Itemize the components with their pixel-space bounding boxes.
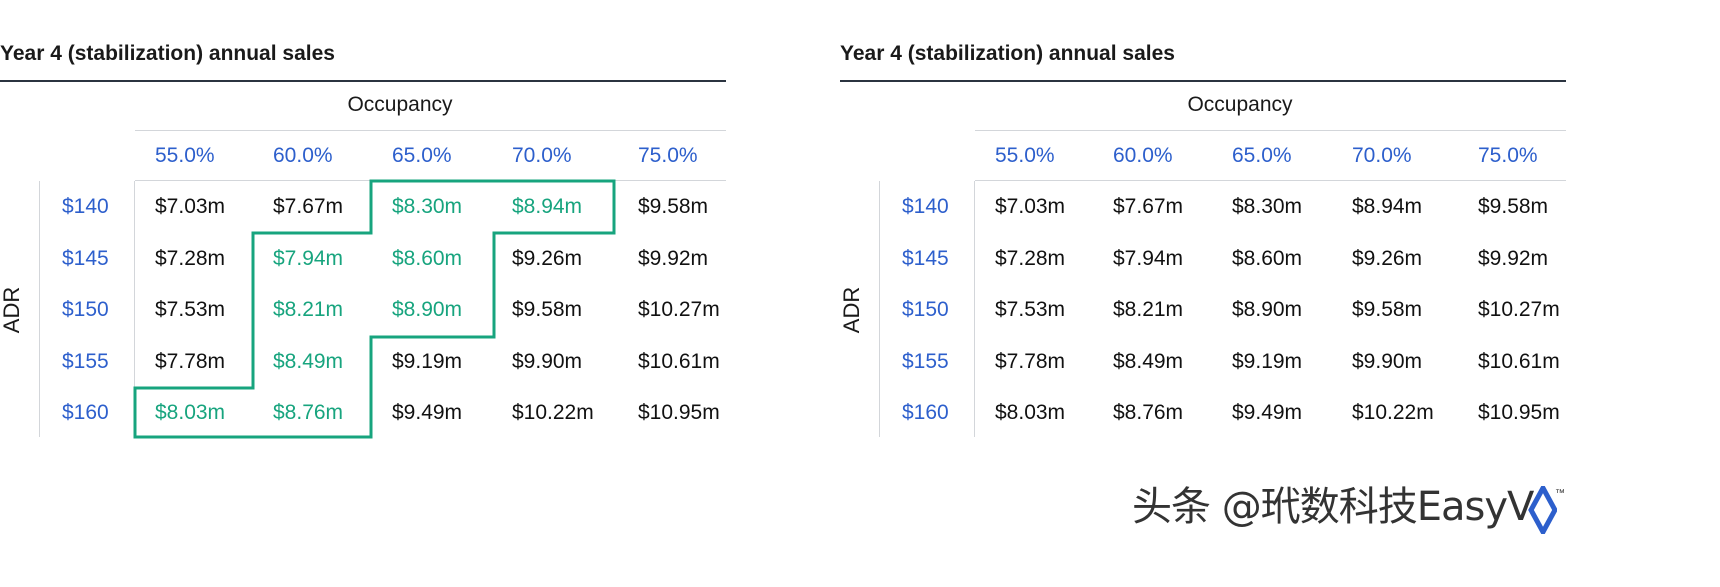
cell-area-rule <box>974 181 975 437</box>
title-rule <box>840 80 1566 82</box>
row-header-3: $155 <box>62 350 109 373</box>
row-header-3: $155 <box>902 350 949 373</box>
table-title: Year 4 (stabilization) annual sales <box>840 42 1175 65</box>
row-group-label: ADR <box>839 286 864 334</box>
title-rule <box>0 80 726 82</box>
left-table-panel: Year 4 (stabilization) annual sales Occu… <box>0 0 760 470</box>
table-cell: $8.49m <box>1113 350 1184 373</box>
table-cell: $8.60m <box>1232 247 1303 270</box>
column-header-1: 60.0% <box>273 144 333 167</box>
header-rule <box>975 180 1566 181</box>
table-cell: $8.76m <box>273 401 344 424</box>
table-cell: $8.94m <box>512 195 583 218</box>
table-cell: $9.49m <box>1232 401 1303 424</box>
table-cell: $9.19m <box>392 350 463 373</box>
right-table-panel: Year 4 (stabilization) annual sales Occu… <box>839 0 1600 470</box>
table-cell: $8.60m <box>392 247 463 270</box>
table-cell: $8.30m <box>1232 195 1303 218</box>
column-group-label: Occupancy <box>1187 93 1293 116</box>
row-header-2: $150 <box>902 298 949 321</box>
table-title: Year 4 (stabilization) annual sales <box>0 42 335 65</box>
cell-area-rule <box>134 181 135 437</box>
column-header-0: 55.0% <box>995 144 1055 167</box>
table-cell: $7.03m <box>155 195 226 218</box>
table-cell: $7.67m <box>273 195 344 218</box>
table-cell: $10.27m <box>1478 298 1560 321</box>
table-cell: $9.58m <box>1478 195 1549 218</box>
table-cell: $10.22m <box>1352 401 1434 424</box>
row-header-rule <box>879 181 880 437</box>
column-group-label: Occupancy <box>347 93 453 116</box>
toptal-diamond-icon <box>1528 486 1557 534</box>
row-header-0: $140 <box>62 195 109 218</box>
trademark-symbol: ™ <box>1555 488 1565 499</box>
table-cell: $7.94m <box>1113 247 1184 270</box>
column-header-2: 65.0% <box>1232 144 1292 167</box>
table-cell: $8.49m <box>273 350 344 373</box>
table-cell: $8.76m <box>1113 401 1184 424</box>
row-header-4: $160 <box>62 401 109 424</box>
table-cell: $8.21m <box>1113 298 1184 321</box>
column-header-3: 70.0% <box>512 144 572 167</box>
highlight-path <box>133 179 616 439</box>
table-cell: $8.90m <box>1232 298 1303 321</box>
table-cell: $9.58m <box>512 298 583 321</box>
table-cell: $7.28m <box>995 247 1066 270</box>
table-cell: $7.94m <box>273 247 344 270</box>
table-cell: $9.26m <box>512 247 583 270</box>
watermark-text: 头条 @玳数科技EasyV <box>1132 484 1534 530</box>
table-cell: $10.95m <box>1478 401 1560 424</box>
column-header-4: 75.0% <box>638 144 698 167</box>
table-cell: $10.27m <box>638 298 720 321</box>
table-cell: $9.92m <box>638 247 709 270</box>
row-header-rule <box>39 181 40 437</box>
column-header-3: 70.0% <box>1352 144 1412 167</box>
table-cell: $9.26m <box>1352 247 1423 270</box>
table-cell: $9.58m <box>1352 298 1423 321</box>
table-cell: $9.58m <box>638 195 709 218</box>
column-header-1: 60.0% <box>1113 144 1173 167</box>
row-header-4: $160 <box>902 401 949 424</box>
table-cell: $7.28m <box>155 247 226 270</box>
table-cell: $7.53m <box>995 298 1066 321</box>
table-cell: $10.95m <box>638 401 720 424</box>
row-header-2: $150 <box>62 298 109 321</box>
table-cell: $7.67m <box>1113 195 1184 218</box>
column-header-0: 55.0% <box>155 144 215 167</box>
table-cell: $9.49m <box>392 401 463 424</box>
table-cell: $9.19m <box>1232 350 1303 373</box>
highlight-region-outline <box>133 179 616 439</box>
table-cell: $10.22m <box>512 401 594 424</box>
table-cell: $8.03m <box>995 401 1066 424</box>
table-cell: $9.90m <box>1352 350 1423 373</box>
table-cell: $7.78m <box>155 350 226 373</box>
table-cell: $7.03m <box>995 195 1066 218</box>
column-group-rule <box>135 130 726 131</box>
table-cell: $10.61m <box>638 350 720 373</box>
row-header-1: $145 <box>62 247 109 270</box>
column-header-2: 65.0% <box>392 144 452 167</box>
table-cell: $8.21m <box>273 298 344 321</box>
column-group-rule <box>975 130 1566 131</box>
row-header-0: $140 <box>902 195 949 218</box>
table-cell: $9.90m <box>512 350 583 373</box>
table-cell: $8.94m <box>1352 195 1423 218</box>
table-cell: $8.90m <box>392 298 463 321</box>
table-cell: $7.53m <box>155 298 226 321</box>
table-cell: $10.61m <box>1478 350 1560 373</box>
table-cell: $8.03m <box>155 401 226 424</box>
table-cell: $7.78m <box>995 350 1066 373</box>
table-cell: $9.92m <box>1478 247 1549 270</box>
table-cell: $8.30m <box>392 195 463 218</box>
row-header-1: $145 <box>902 247 949 270</box>
column-header-4: 75.0% <box>1478 144 1538 167</box>
